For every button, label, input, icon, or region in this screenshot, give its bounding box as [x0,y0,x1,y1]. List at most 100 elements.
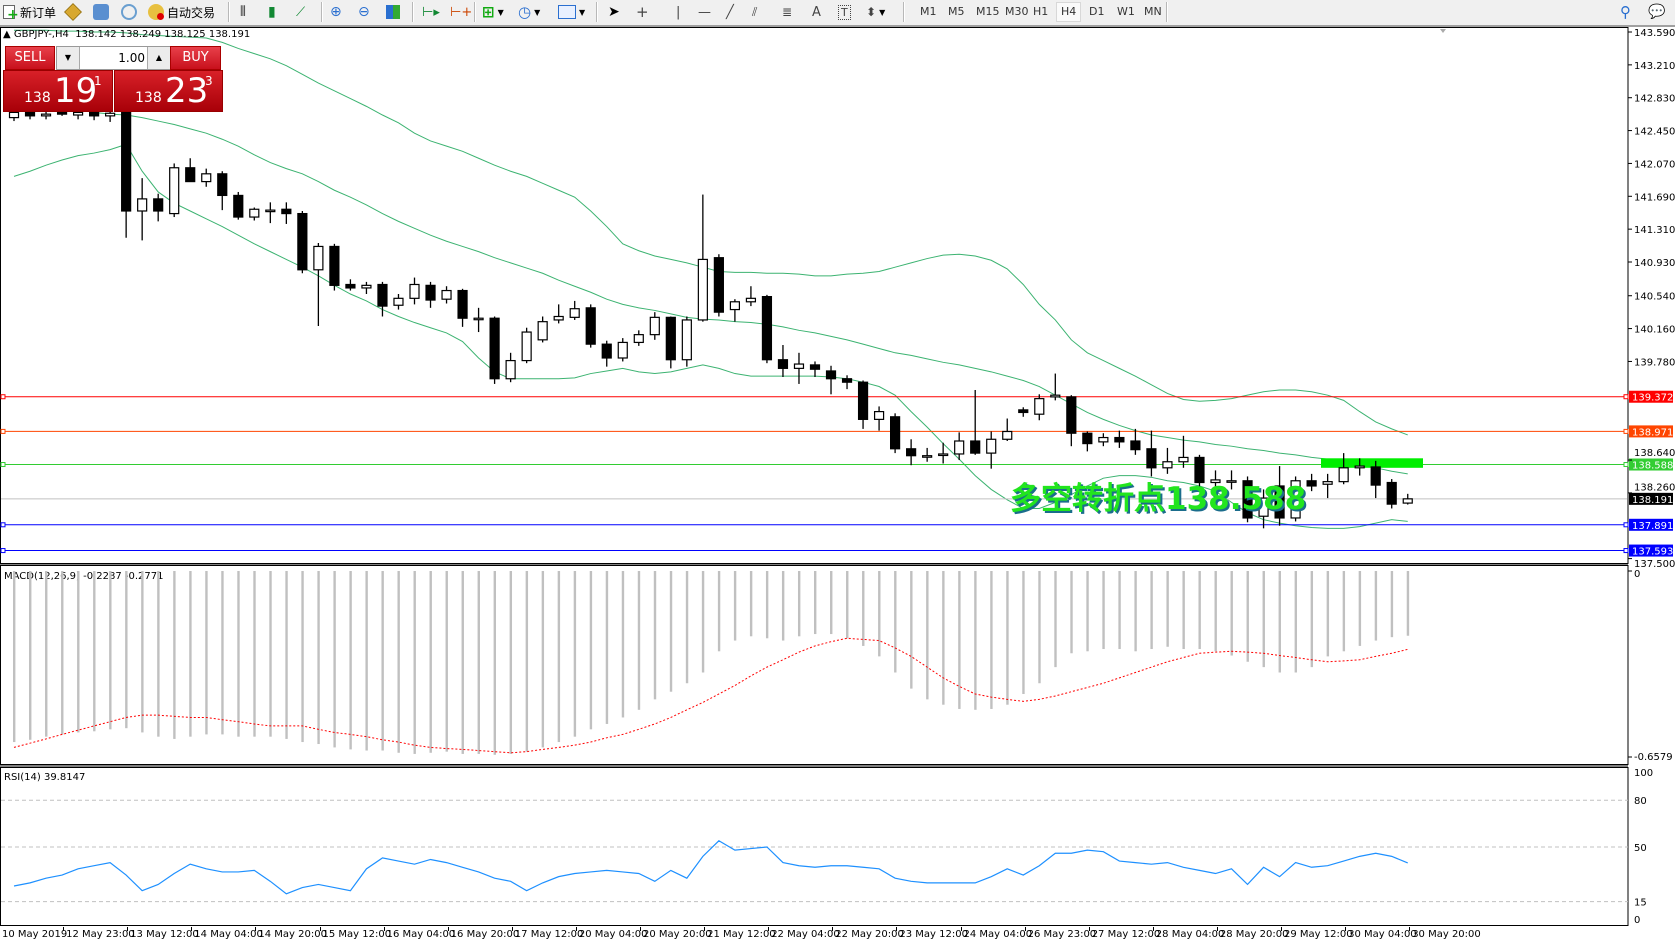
sell-price[interactable]: 138 19 1 [3,70,113,112]
macd-histogram-bar [1326,571,1330,657]
cursor-button[interactable]: ➤ [608,2,620,22]
chart-header: ▲ GBPJPY-,H4 138.142 138.249 138.125 138… [3,29,250,40]
macd-histogram-bar [221,571,224,735]
bull-candle-body [1258,497,1269,517]
bull-candle-body [505,359,516,380]
crosshair-button[interactable]: + [636,2,649,22]
price-tick-label: 137.500 [1634,559,1675,570]
bull-candle-body [8,111,20,119]
line-chart-button[interactable]: ⟋ [296,2,305,22]
line-chart-icon: ⟋ [296,4,306,20]
tile-windows-button[interactable] [386,2,400,22]
pivot-zone-rect [1321,458,1423,468]
rsi-tick-label: 100 [1634,768,1653,779]
buy-button[interactable]: BUY [170,46,221,70]
lot-size-stepper[interactable]: ▼ ▲ [56,46,171,70]
search-button[interactable]: ⚲ [1620,2,1631,22]
macd-histogram-bar [1214,571,1217,652]
rsi-title: RSI(14) 39.8147 [4,772,85,783]
new-order-icon: + [2,4,19,22]
zoom-out-button[interactable]: ⊖ [358,2,370,22]
candle [425,281,436,308]
candle [1370,460,1381,499]
templates-button[interactable]: ▼ [558,2,585,22]
level-price-box [1629,425,1673,438]
macd-histogram-bar [1102,571,1105,650]
candle [1242,476,1253,523]
zoom-in-button[interactable]: ⊕ [330,2,342,22]
timeframe-w1[interactable]: W1 [1117,5,1135,18]
indicators-button[interactable]: ⊞ ▼ [482,3,504,21]
macd-histogram-bar [189,571,192,737]
candle [377,281,388,317]
timeframe-m30[interactable]: M30 [1005,5,1029,18]
fibonacci-button[interactable]: ≣ [782,2,792,22]
bar-chart-button[interactable]: ⫴ [240,2,246,22]
horizontal-line-button[interactable]: — [698,2,711,22]
timeframe-m15[interactable]: M15 [976,5,1000,18]
bull-candle-body [393,297,404,306]
zoom-in-icon: ⊕ [330,4,342,20]
arrows-button[interactable]: ⬍ ▼ [866,5,886,19]
timeframe-mn[interactable]: MN [1144,5,1162,18]
macd-histogram-bar [637,571,641,710]
history-icon [93,4,109,20]
crosshair-icon: + [636,3,649,21]
macd-histogram-bar [45,571,48,737]
vertical-line-button[interactable]: | [676,2,680,22]
buy-price-pip: 3 [205,74,213,88]
timeframe-d1[interactable]: D1 [1089,5,1105,18]
candle [1194,454,1205,490]
chart-shift-button[interactable]: ⊢▸ [422,2,440,22]
signals-button[interactable] [121,2,137,22]
bear-candle-body [889,416,901,450]
macd-histogram-bar [13,571,16,743]
price-chart[interactable]: 139.372 138.971 138.588 137.891 137.593 138.1… [0,27,1675,927]
lot-increase-button[interactable]: ▲ [147,47,170,69]
macd-histogram-bar [381,571,384,751]
bollinger-middle-band [13,98,1408,475]
new-order-button[interactable]: + 新订单 [2,2,56,22]
text-button[interactable]: A [812,2,821,22]
bull-candle-body [1338,467,1349,483]
candle [217,171,228,211]
timeframe-h1[interactable]: H1 [1033,5,1049,18]
candle [986,431,997,469]
bear-candle-body [825,370,837,380]
chart-symbol: GBPJPY-,H4 [13,29,69,40]
lot-size-input[interactable] [81,49,147,67]
auto-trading-button[interactable]: 自动交易 [148,2,215,22]
bull-candle-body [1402,498,1413,504]
autoscroll-button[interactable]: ⊢+ [450,2,472,22]
text-label-button[interactable]: T [838,2,851,22]
bear-candle-body [713,257,724,313]
timeframe-m5[interactable]: M5 [948,5,965,18]
sell-button[interactable]: SELL [5,46,55,70]
bull-candle-body [313,245,324,271]
candle [281,202,292,224]
history-button[interactable] [93,2,109,22]
timeframe-m1[interactable]: M1 [920,5,937,18]
candlestick-button[interactable]: ▮ [268,2,276,22]
bull-candle-body [72,111,84,116]
toolbar-separator [903,2,905,22]
periods-button[interactable]: ◷ ▼ [518,3,541,21]
equidistant-channel-button[interactable]: ⫽ [752,2,757,22]
collapse-triangle-icon[interactable]: ▲ [3,29,14,40]
candle [393,294,404,310]
experts-button[interactable] [64,2,82,22]
bull-candle-body [1210,479,1221,484]
timeframe-h4[interactable]: H4 [1056,2,1082,22]
bull-candle-body [1322,481,1333,485]
lot-decrease-button[interactable]: ▼ [57,47,80,69]
trendline-button[interactable]: ╱ [726,2,734,22]
bull-candle-body [986,438,997,454]
chat-button[interactable]: 💬 [1648,2,1665,22]
buy-price[interactable]: 138 23 3 [114,70,223,112]
time-tick [511,927,513,931]
macd-histogram-bar [942,571,945,705]
time-label: 17 May 12:00 [514,929,584,940]
macd-histogram-bar [797,571,801,637]
text-icon: A [812,4,821,20]
bull-candle-body [40,113,52,117]
